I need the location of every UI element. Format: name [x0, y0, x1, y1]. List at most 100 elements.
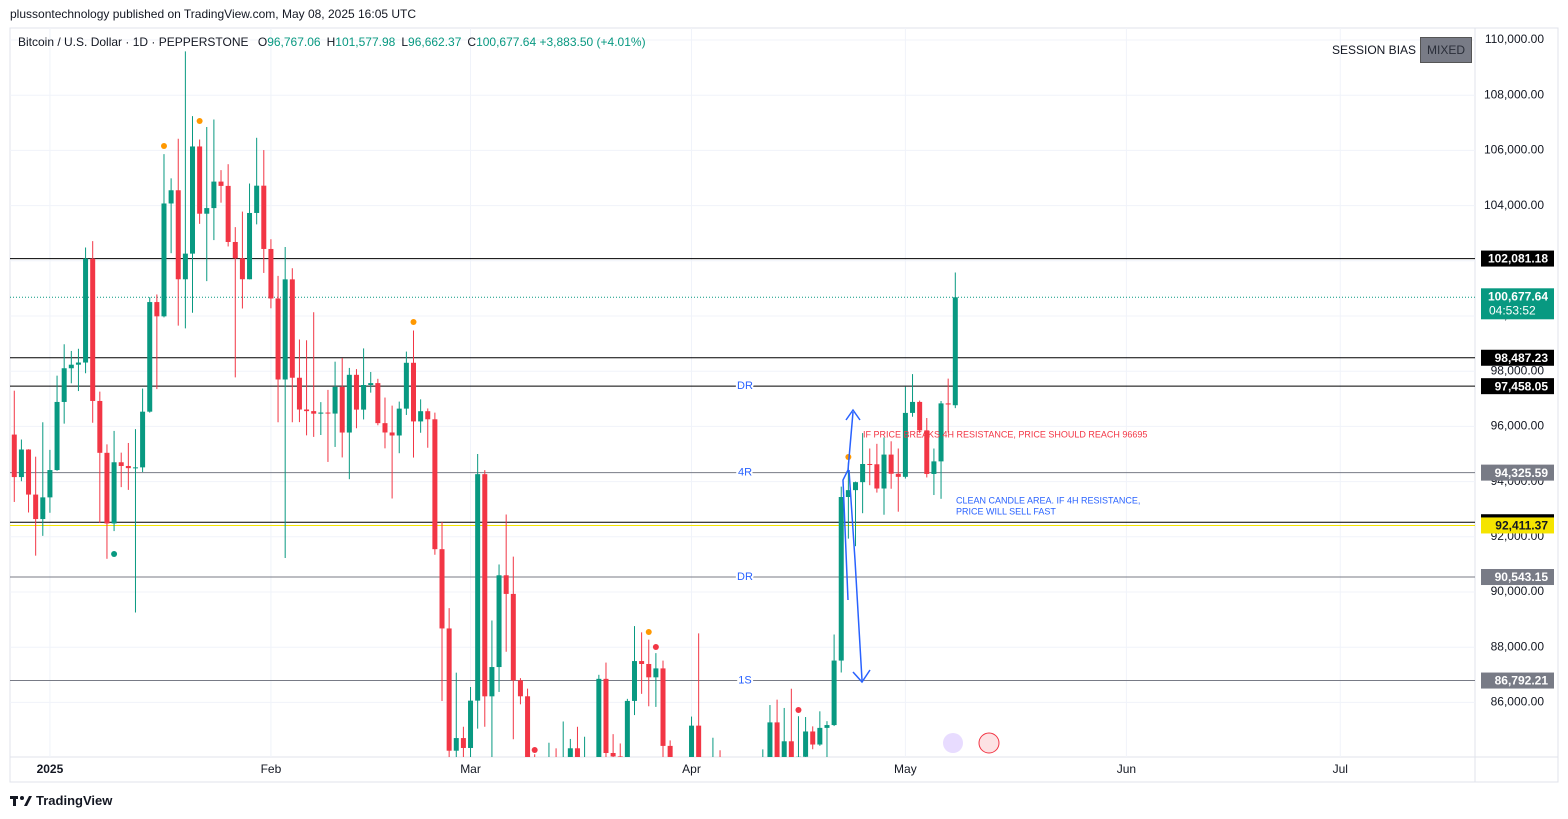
- candle-body: [54, 401, 60, 471]
- candle-body: [517, 680, 523, 697]
- y-tick-label: 88,000.00: [1491, 639, 1545, 653]
- y-tick-label: 108,000.00: [1484, 87, 1544, 101]
- candle-body: [147, 302, 153, 412]
- candle-body: [489, 667, 495, 697]
- x-tick-label: 2025: [37, 762, 64, 776]
- candle-body: [468, 700, 474, 748]
- candle-body: [225, 185, 231, 242]
- candle-body: [432, 419, 438, 550]
- level-label: 90,543.15: [1495, 570, 1549, 584]
- candle-body: [639, 661, 645, 664]
- candle-body: [311, 411, 317, 414]
- candle-body: [346, 374, 352, 433]
- candle-body: [175, 190, 181, 280]
- arrowhead: [845, 408, 861, 421]
- candle-body: [917, 401, 923, 431]
- candle-body: [190, 146, 196, 254]
- annotation: PRICE WILL SELL FAST: [956, 506, 1056, 516]
- icon: [978, 732, 1000, 754]
- level-label-box: [1481, 250, 1554, 267]
- candle-body: [902, 412, 908, 477]
- candle-body: [182, 253, 188, 280]
- marker: [531, 747, 538, 754]
- candle-body: [725, 770, 730, 819]
- candle-body: [574, 748, 580, 757]
- candle-body: [945, 403, 951, 405]
- candle-body: [140, 411, 146, 468]
- ohlc-key: L: [401, 35, 409, 49]
- y-tick-label: 104,000.00: [1484, 198, 1544, 212]
- candle-body: [11, 434, 17, 478]
- candle-body: [603, 678, 609, 753]
- level-label: 92,411.37: [1495, 519, 1548, 533]
- plot: DR 4R DR 1S IF PRICE BREAKS 4H RESISTANCE, P…: [10, 51, 1475, 819]
- level-label-box: [1481, 349, 1554, 366]
- bias-label: SESSION BIAS: [1332, 43, 1417, 57]
- candle-body: [97, 400, 103, 453]
- icons: [943, 732, 1000, 754]
- candle-body: [689, 725, 695, 757]
- candle-body: [718, 761, 723, 771]
- candle-body: [332, 386, 338, 414]
- candle-body: [40, 497, 46, 520]
- candle-body: [318, 412, 324, 414]
- published-line: plussontechnology published on TradingVi…: [10, 7, 417, 21]
- candle-body: [646, 663, 652, 678]
- candle-body: [860, 463, 866, 483]
- ohlc-value: 101,577.98: [335, 35, 396, 49]
- candle-body: [881, 454, 887, 489]
- candle-body: [375, 383, 381, 424]
- symbol: Bitcoin / U.S. Dollar · 1D · PEPPERSTONE: [18, 35, 249, 49]
- y-tick-label: 98,000.00: [1491, 363, 1545, 377]
- candle-body: [418, 411, 424, 422]
- candle-body: [952, 297, 958, 406]
- level-label-box: [1481, 517, 1554, 534]
- ohlc-value: 96,767.06: [267, 35, 321, 49]
- level-label: 98,487.23: [1495, 351, 1549, 365]
- candle-body: [824, 725, 830, 728]
- marker: [410, 318, 417, 325]
- level-label-box: [1481, 569, 1554, 586]
- candle-body: [47, 470, 53, 498]
- candle-body: [567, 748, 573, 757]
- candle-body: [410, 362, 416, 422]
- candle-body: [75, 362, 81, 365]
- session-bias: SESSION BIAS MIXED: [1328, 37, 1473, 63]
- candle-body: [624, 700, 630, 757]
- candle-body: [83, 258, 89, 363]
- marker: [196, 118, 203, 125]
- candle-body: [353, 374, 359, 410]
- logo: [10, 795, 32, 806]
- last-price-box: [1481, 288, 1554, 320]
- candle-body: [617, 756, 623, 757]
- grid: [10, 28, 1475, 757]
- x-tick-label: May: [894, 762, 917, 776]
- candle-body: [453, 738, 459, 751]
- candle-body: [239, 258, 245, 280]
- candle-body: [631, 661, 637, 701]
- candle-body: [104, 452, 110, 524]
- candle-body: [61, 368, 67, 402]
- level-label: 102,081.18: [1488, 252, 1548, 266]
- marker: [645, 629, 652, 636]
- candle-body: [68, 364, 74, 369]
- candle-body: [154, 302, 160, 317]
- level-label-box: [1481, 464, 1554, 481]
- marker: [160, 142, 167, 149]
- candle-body: [304, 409, 310, 412]
- candle-body: [247, 212, 253, 280]
- candle-body: [403, 362, 409, 409]
- candle-body: [125, 465, 131, 469]
- x-tick-label: Jul: [1333, 762, 1348, 776]
- candle-body: [795, 756, 801, 757]
- x-tick-label: Mar: [460, 762, 481, 776]
- candle-body: [475, 474, 481, 701]
- candle-body: [910, 401, 916, 413]
- candle-body: [767, 722, 773, 757]
- candle-body: [26, 449, 32, 495]
- candle-body: [111, 462, 117, 524]
- candle-body: [118, 462, 124, 466]
- level-tag: DR: [737, 380, 753, 392]
- candle-body: [831, 660, 837, 726]
- candle-body: [682, 798, 687, 802]
